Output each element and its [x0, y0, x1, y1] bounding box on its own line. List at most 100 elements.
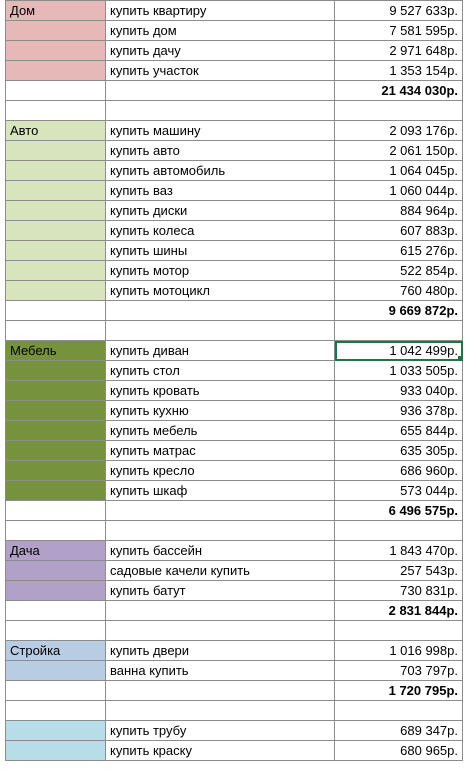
- category-cell[interactable]: [5, 280, 106, 301]
- empty-cell[interactable]: [105, 100, 335, 121]
- category-cell[interactable]: Мебель: [5, 340, 106, 361]
- category-cell[interactable]: [5, 740, 106, 761]
- item-cell[interactable]: купить кровать: [105, 380, 335, 401]
- amount-cell[interactable]: 2 093 176р.: [334, 120, 463, 141]
- category-cell[interactable]: [5, 380, 106, 401]
- amount-cell[interactable]: 933 040р.: [334, 380, 463, 401]
- amount-cell[interactable]: 703 797р.: [334, 660, 463, 681]
- category-cell[interactable]: [5, 480, 106, 501]
- item-cell[interactable]: купить мотоцикл: [105, 280, 335, 301]
- empty-cell[interactable]: [5, 300, 106, 321]
- group-total-cell[interactable]: 9 669 872р.: [334, 300, 463, 321]
- group-total-cell[interactable]: 1 720 795р.: [334, 680, 463, 701]
- category-cell[interactable]: [5, 440, 106, 461]
- category-cell[interactable]: [5, 360, 106, 381]
- item-cell[interactable]: купить стол: [105, 360, 335, 381]
- item-cell[interactable]: купить участок: [105, 60, 335, 81]
- empty-cell[interactable]: [105, 680, 335, 701]
- item-cell[interactable]: купить краску: [105, 740, 335, 761]
- amount-cell[interactable]: 936 378р.: [334, 400, 463, 421]
- category-cell[interactable]: Стройка: [5, 640, 106, 661]
- item-cell[interactable]: купить шины: [105, 240, 335, 261]
- amount-cell[interactable]: 686 960р.: [334, 460, 463, 481]
- category-cell[interactable]: [5, 200, 106, 221]
- item-cell[interactable]: купить диван: [105, 340, 335, 361]
- category-cell[interactable]: [5, 660, 106, 681]
- item-cell[interactable]: купить бассейн: [105, 540, 335, 561]
- category-cell[interactable]: Авто: [5, 120, 106, 141]
- category-cell[interactable]: [5, 40, 106, 61]
- category-cell[interactable]: [5, 180, 106, 201]
- empty-cell[interactable]: [5, 320, 106, 341]
- category-cell[interactable]: [5, 140, 106, 161]
- empty-cell[interactable]: [334, 700, 463, 721]
- empty-cell[interactable]: [105, 620, 335, 641]
- empty-cell[interactable]: [334, 620, 463, 641]
- item-cell[interactable]: купить батут: [105, 580, 335, 601]
- amount-cell[interactable]: 635 305р.: [334, 440, 463, 461]
- item-cell[interactable]: купить автомобиль: [105, 160, 335, 181]
- empty-cell[interactable]: [5, 600, 106, 621]
- selected-amount-cell[interactable]: 1 042 499р.: [334, 340, 463, 361]
- amount-cell[interactable]: 680 965р.: [334, 740, 463, 761]
- empty-cell[interactable]: [334, 320, 463, 341]
- amount-cell[interactable]: 1 064 045р.: [334, 160, 463, 181]
- empty-cell[interactable]: [5, 520, 106, 541]
- item-cell[interactable]: купить квартиру: [105, 0, 335, 21]
- item-cell[interactable]: садовые качели купить: [105, 560, 335, 581]
- category-cell[interactable]: [5, 400, 106, 421]
- empty-cell[interactable]: [105, 300, 335, 321]
- item-cell[interactable]: купить двери: [105, 640, 335, 661]
- amount-cell[interactable]: 2 061 150р.: [334, 140, 463, 161]
- category-cell[interactable]: [5, 20, 106, 41]
- empty-cell[interactable]: [105, 520, 335, 541]
- category-cell[interactable]: [5, 220, 106, 241]
- category-cell[interactable]: [5, 580, 106, 601]
- empty-cell[interactable]: [5, 100, 106, 121]
- empty-cell[interactable]: [5, 620, 106, 641]
- amount-cell[interactable]: 1 843 470р.: [334, 540, 463, 561]
- amount-cell[interactable]: 689 347р.: [334, 720, 463, 741]
- category-cell[interactable]: [5, 720, 106, 741]
- category-cell[interactable]: [5, 160, 106, 181]
- amount-cell[interactable]: 607 883р.: [334, 220, 463, 241]
- amount-cell[interactable]: 1 353 154р.: [334, 60, 463, 81]
- category-cell[interactable]: [5, 240, 106, 261]
- amount-cell[interactable]: 1 060 044р.: [334, 180, 463, 201]
- empty-cell[interactable]: [334, 100, 463, 121]
- item-cell[interactable]: купить дачу: [105, 40, 335, 61]
- amount-cell[interactable]: 1 016 998р.: [334, 640, 463, 661]
- empty-cell[interactable]: [105, 80, 335, 101]
- category-cell[interactable]: [5, 560, 106, 581]
- group-total-cell[interactable]: 6 496 575р.: [334, 500, 463, 521]
- amount-cell[interactable]: 257 543р.: [334, 560, 463, 581]
- item-cell[interactable]: купить трубу: [105, 720, 335, 741]
- item-cell[interactable]: купить диски: [105, 200, 335, 221]
- amount-cell[interactable]: 522 854р.: [334, 260, 463, 281]
- item-cell[interactable]: купить кухню: [105, 400, 335, 421]
- group-total-cell[interactable]: 21 434 030р.: [334, 80, 463, 101]
- item-cell[interactable]: ванна купить: [105, 660, 335, 681]
- item-cell[interactable]: купить кресло: [105, 460, 335, 481]
- category-cell[interactable]: [5, 60, 106, 81]
- item-cell[interactable]: купить ваз: [105, 180, 335, 201]
- amount-cell[interactable]: 615 276р.: [334, 240, 463, 261]
- amount-cell[interactable]: 884 964р.: [334, 200, 463, 221]
- empty-cell[interactable]: [5, 500, 106, 521]
- empty-cell[interactable]: [105, 500, 335, 521]
- amount-cell[interactable]: 2 971 648р.: [334, 40, 463, 61]
- empty-cell[interactable]: [334, 520, 463, 541]
- category-cell[interactable]: [5, 260, 106, 281]
- amount-cell[interactable]: 655 844р.: [334, 420, 463, 441]
- empty-cell[interactable]: [105, 320, 335, 341]
- category-cell[interactable]: [5, 420, 106, 441]
- category-cell[interactable]: Дача: [5, 540, 106, 561]
- amount-cell[interactable]: 1 033 505р.: [334, 360, 463, 381]
- amount-cell[interactable]: 7 581 595р.: [334, 20, 463, 41]
- amount-cell[interactable]: 9 527 633р.: [334, 0, 463, 21]
- category-cell[interactable]: [5, 460, 106, 481]
- item-cell[interactable]: купить колеса: [105, 220, 335, 241]
- item-cell[interactable]: купить матрас: [105, 440, 335, 461]
- category-cell[interactable]: Дом: [5, 0, 106, 21]
- item-cell[interactable]: купить шкаф: [105, 480, 335, 501]
